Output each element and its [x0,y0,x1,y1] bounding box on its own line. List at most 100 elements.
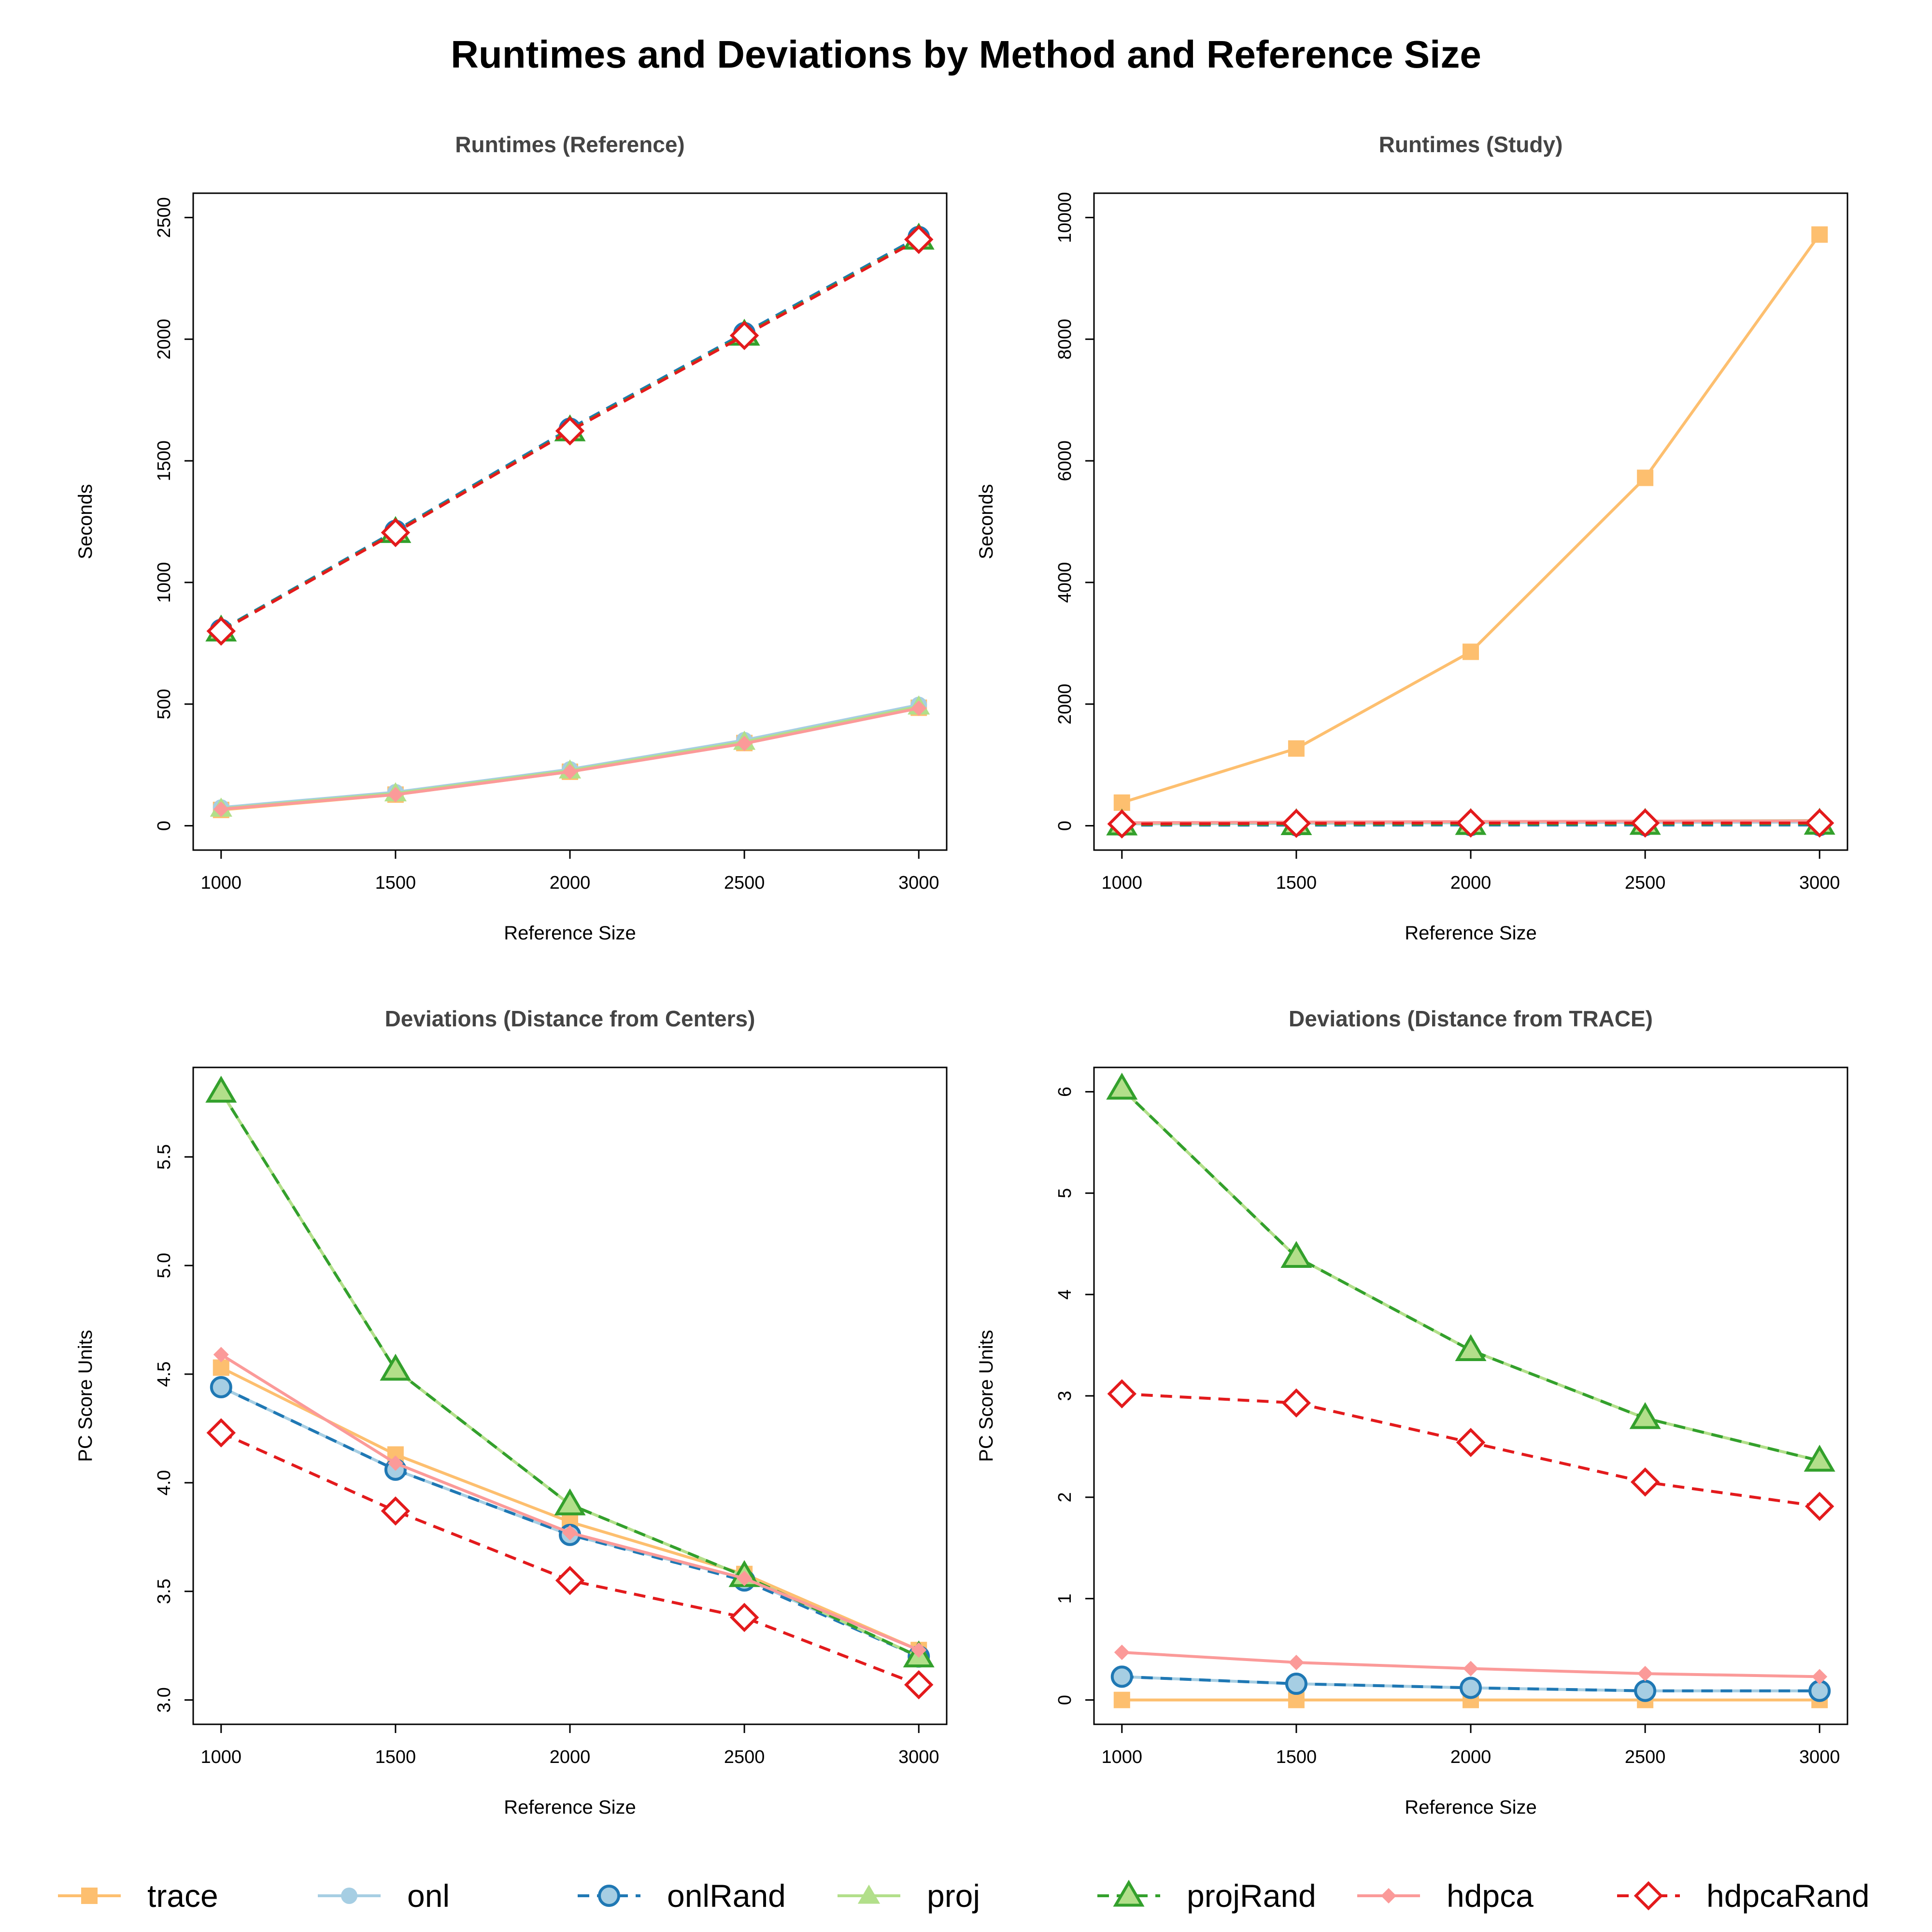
y-tick-label: 0 [1055,1695,1075,1705]
series-line-hdpcaRand [220,1431,920,1686]
series-hdpcaRand [206,1418,934,1700]
onlRand-point-0 [210,1376,232,1399]
hdpca-point-1 [1288,1654,1304,1670]
hdpca-point-3 [737,1570,753,1586]
plot-frame [1093,1066,1848,1725]
legend-marker-trace [81,1888,98,1904]
series-hdpca [213,700,927,817]
x-tick-label: 2500 [1625,873,1666,893]
series-trace [1113,226,1828,811]
legend-marker-hdpcaRand [1634,1881,1663,1911]
hdpca-point-2 [1463,1661,1478,1676]
legend-item-hdpcaRand: hdpcaRand [1617,1878,1870,1914]
hdpca-point-0 [213,1347,229,1363]
x-tick-label: 2000 [1450,1747,1492,1767]
series-projRand [1106,1072,1835,1472]
plot-frame [192,192,948,851]
projRand-point-1 [380,1353,412,1381]
x-axis-label: Reference Size [504,923,636,944]
x-tick-label: 2500 [1625,1747,1666,1767]
legend-label: onlRand [667,1878,786,1914]
y-tick-label: 6000 [1055,440,1075,482]
projRand-point-0 [1106,1072,1138,1100]
x-tick-label: 3000 [1799,1747,1840,1767]
onlRand-point-0 [1110,1665,1133,1688]
series-line-proj [221,705,919,810]
hdpcaRand-point-4 [904,1670,934,1700]
x-tick-label: 1500 [1276,1747,1317,1767]
y-tick-label: 2000 [154,319,174,360]
x-tick-label: 1000 [1102,1747,1143,1767]
hdpca-point-4 [911,1642,927,1658]
legend-label: hdpca [1447,1878,1534,1914]
hdpcaRand-point-0 [206,616,236,646]
hdpcaRand-point-0 [206,1418,236,1448]
y-tick-label: 5.5 [154,1144,174,1170]
series-onl [213,696,927,816]
x-tick-label: 2000 [1450,873,1492,893]
y-tick-label: 2500 [154,197,174,238]
y-tick-label: 4.5 [154,1362,174,1387]
legend-item-onl: onl [318,1878,450,1914]
series-line-hdpca [221,707,919,811]
y-tick-label: 3.5 [154,1578,174,1604]
series-hdpcaRand [1107,808,1834,839]
hdpcaRand-point-1 [1281,809,1311,838]
series-line-projRand [1121,1087,1820,1463]
onlRand-point-1 [1285,1673,1307,1695]
hdpcaRand-point-4 [904,225,934,254]
y-tick-label: 6 [1055,1087,1075,1097]
panel-title: Deviations (Distance from TRACE) [1289,1006,1653,1031]
series-hdpcaRand [206,225,934,646]
hdpca-point-4 [1812,1669,1828,1685]
hdpca-point-2 [562,764,578,780]
legend-marker-onl [341,1888,357,1904]
x-tick-label: 1000 [1102,873,1143,893]
x-tick-label: 1500 [375,1747,416,1767]
hdpcaRand-point-0 [1107,809,1137,839]
hdpcaRand-point-1 [381,518,411,547]
y-tick-label: 0 [1055,821,1075,831]
panel-title: Runtimes (Reference) [455,132,684,157]
y-tick-label: 4 [1055,1290,1075,1300]
legend-marker-onlRand [598,1885,620,1907]
series-line-onlRand [220,1386,920,1658]
hdpca-point-3 [737,736,753,752]
projRand-point-4 [1804,1445,1835,1472]
hdpcaRand-point-1 [1281,1388,1311,1418]
hdpcaRand-point-4 [1804,1492,1834,1521]
hdpcaRand-point-3 [729,321,759,350]
hdpcaRand-point-2 [555,416,585,446]
chart-panel-1: Runtimes (Reference) 1000 1500 2000 2500 3000… [75,132,948,944]
hdpcaRand-point-4 [1804,808,1834,838]
panel-title: Deviations (Distance from Centers) [385,1006,755,1031]
plot-frame [1093,192,1848,851]
y-tick-label: 2 [1055,1492,1075,1502]
hdpca-point-1 [387,1455,403,1471]
y-tick-label: 5.0 [154,1253,174,1279]
projRand-point-2 [554,1488,586,1516]
onlRand-point-3 [1634,1679,1657,1702]
x-tick-label: 1500 [1276,873,1317,893]
series-line-onl [221,703,919,809]
legend-item-onlRand: onlRand [578,1878,786,1914]
projRand-point-2 [1455,1334,1487,1362]
series-line-trace [221,706,919,811]
projRand-point-0 [205,1076,237,1103]
y-tick-label: 3.0 [154,1687,174,1713]
y-axis-label: PC Score Units [75,1330,96,1462]
x-tick-label: 3000 [1799,873,1840,893]
trace-point-0 [1113,794,1130,811]
x-tick-label: 2500 [724,1747,765,1767]
y-tick-label: 8000 [1055,319,1075,360]
y-axis-label: Seconds [976,484,997,559]
x-tick-label: 2000 [550,873,591,893]
hdpcaRand-point-2 [1456,808,1486,838]
x-tick-label: 1000 [201,873,242,893]
hdpca-point-3 [1637,1666,1653,1682]
y-tick-label: 1 [1055,1593,1075,1604]
legend-item-trace: trace [58,1878,218,1914]
plot-frame [192,1066,948,1725]
legend-marker-proj [857,1884,881,1904]
legend-label: onl [407,1878,450,1914]
